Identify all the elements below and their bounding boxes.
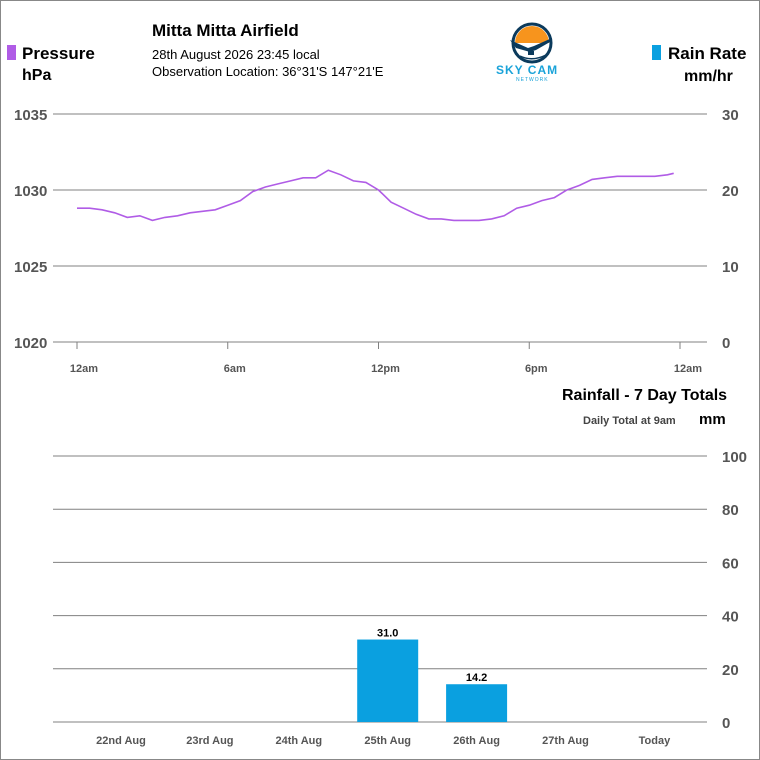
rainfall-x-tick-label: 24th Aug [275,735,322,747]
observation-datetime: 28th August 2026 23:45 local [152,47,320,62]
rainfall-y-tick-label: 80 [722,502,739,519]
rainfall-x-tick-label: Today [639,735,671,747]
rainfall-bar-value-label: 31.0 [377,628,398,640]
rainfall-y-tick-label: 0 [722,715,730,732]
rainfall-x-tick-label: 23rd Aug [186,735,233,747]
pressure-line [77,169,674,222]
rainfall-x-tick-label: 22nd Aug [96,735,146,747]
rain-rate-legend-label: Rain Rate [668,44,747,63]
rainfall-x-tick-label: 27th Aug [542,735,589,747]
pressure-x-tick-label: 6am [224,363,246,375]
pressure-x-tick-label: 12pm [371,363,400,375]
pressure-x-tick-label: 12am [674,363,702,375]
rain-rate-y-tick-label: 30 [722,107,739,124]
station-title: Mitta Mitta Airfield [152,21,299,40]
rainfall-subtitle: Daily Total at 9am [583,415,676,427]
rain-rate-unit-label: mm/hr [684,68,733,85]
pressure-x-tick-label: 12am [70,363,98,375]
rainfall-title: Rainfall - 7 Day Totals [562,387,728,404]
observation-location: Observation Location: 36°31'S 147°21'E [152,64,384,79]
rain-rate-y-tick-label: 0 [722,335,730,352]
rainfall-bar-value-label: 14.2 [466,672,487,684]
pressure-legend-label: Pressure [22,44,95,63]
rain-rate-legend-swatch [652,45,661,60]
rainfall-y-tick-label: 60 [722,555,739,572]
rainfall-x-tick-label: 26th Aug [453,735,500,747]
rainfall-y-tick-label: 40 [722,609,739,626]
pressure-legend-swatch [7,45,16,60]
rainfall-bar [446,684,508,722]
pressure-y-tick-label: 1035 [14,107,47,124]
logo-subtext: NETWORK [516,77,549,83]
pressure-x-tick-label: 6pm [525,363,548,375]
pressure-y-tick-label: 1025 [14,259,47,276]
logo-text: SKY CAM [496,63,559,77]
pressure-y-tick-label: 1020 [14,335,47,352]
rainfall-x-tick-label: 25th Aug [364,735,411,747]
rain-rate-y-tick-label: 10 [722,259,739,276]
sky-cam-logo-graphic [510,22,553,64]
sky-cam-logo: SKY CAM NETWORK [490,18,580,84]
rain-rate-y-tick-label: 20 [722,183,739,200]
rainfall-y-tick-label: 100 [722,449,747,466]
pressure-unit-label: hPa [22,67,52,84]
rainfall-bar [357,639,419,722]
rainfall-y-tick-label: 20 [722,662,739,679]
rainfall-unit-label: mm [699,411,726,428]
pressure-y-tick-label: 1030 [14,183,47,200]
